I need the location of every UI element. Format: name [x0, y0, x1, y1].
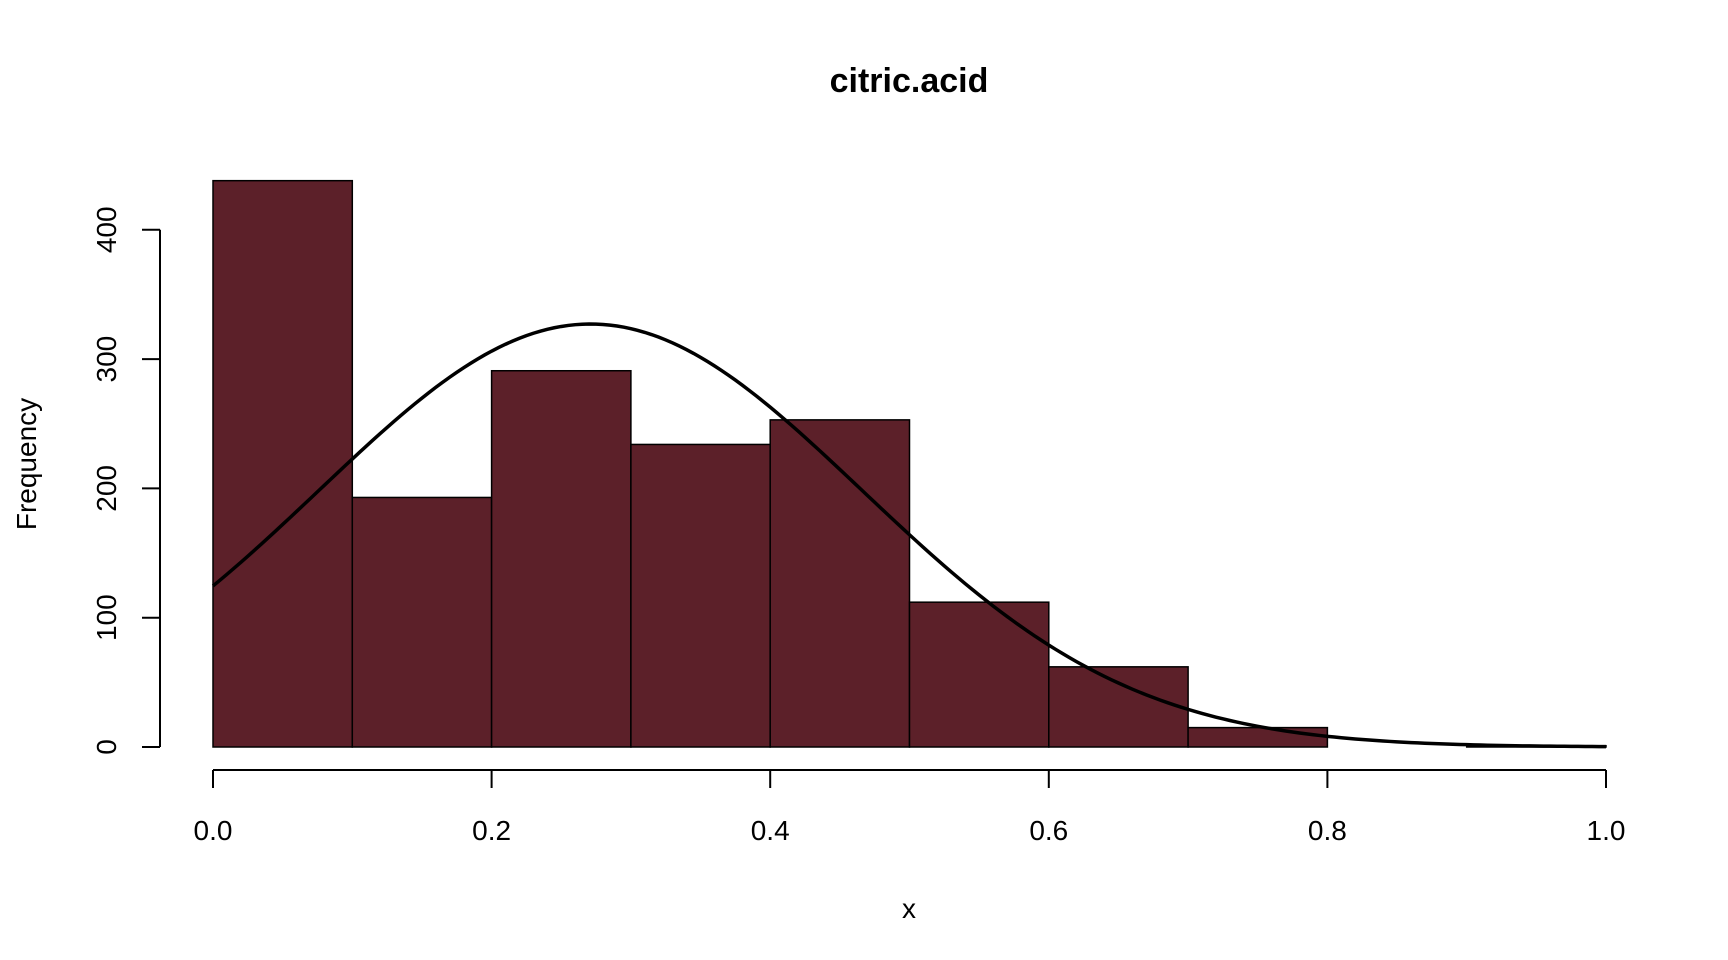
y-axis: 0 100 200 300 400	[91, 206, 161, 755]
y-axis-label: Frequency	[11, 398, 42, 530]
histogram-bar	[1048, 666, 1189, 748]
x-tick-label: 0.2	[472, 815, 511, 846]
x-tick-label: 0.6	[1029, 815, 1068, 846]
x-tick-label: 0.4	[751, 815, 790, 846]
bars-group	[212, 179, 1607, 748]
x-tick-label: 0.0	[194, 815, 233, 846]
x-tick-label: 1.0	[1587, 815, 1626, 846]
y-tick-label: 100	[91, 594, 122, 641]
histogram-bar	[1187, 726, 1329, 748]
x-axis: 0.0 0.2 0.4 0.6 0.8 1.0	[194, 769, 1626, 846]
x-tick-label: 0.8	[1308, 815, 1347, 846]
y-tick-label: 200	[91, 465, 122, 512]
normal-curve-line	[211, 322, 1607, 749]
histogram-bar	[212, 179, 354, 748]
histogram-bar	[630, 443, 771, 748]
y-tick-label: 0	[91, 739, 122, 755]
x-axis-label: x	[902, 893, 916, 924]
histogram-bar	[908, 601, 1050, 748]
histogram-bar	[769, 419, 911, 748]
histogram-bar	[490, 369, 632, 748]
chart-title: citric.acid	[830, 62, 989, 100]
histogram-bar	[351, 496, 493, 748]
y-tick-label: 400	[91, 206, 122, 253]
y-tick-label: 300	[91, 336, 122, 383]
